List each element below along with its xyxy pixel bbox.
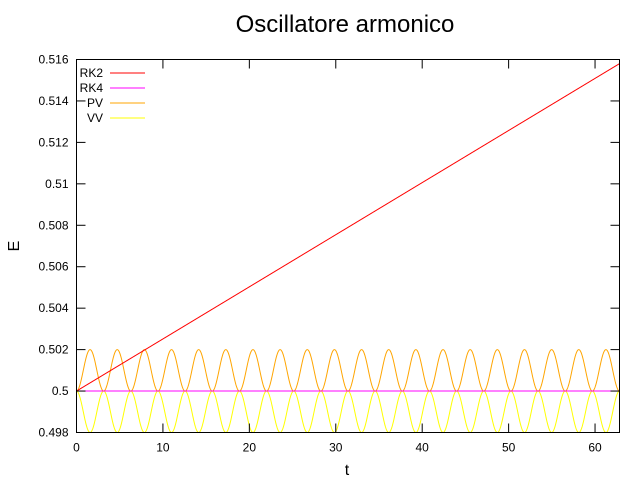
x-axis-label: t [345,462,350,479]
y-tick-label: 0.5 [52,384,69,398]
legend-label-rk2: RK2 [80,66,104,80]
axis-ticks: 0.498 0.5 0.502 0.504 0.506 0.508 0.51 0.512 0.5… [38,53,620,455]
legend-label-pv: PV [87,96,103,110]
chart-title: Oscillatore armonico [236,11,455,38]
legend-label-rk4: RK4 [80,81,104,95]
y-tick-label: 0.516 [38,53,68,67]
y-axis-label: E [6,241,23,252]
y-tick-label: 0.502 [38,343,68,357]
y-tick-label: 0.51 [45,177,69,191]
x-tick-label: 40 [416,441,430,455]
series-line-rk2 [76,63,620,392]
y-tick-label: 0.514 [38,94,68,108]
x-tick-label: 60 [588,441,602,455]
legend-label-vv: VV [87,111,103,125]
series-line-vv [76,390,620,433]
y-tick-label: 0.508 [38,218,68,232]
x-tick-label: 20 [243,441,257,455]
plot-area [76,63,620,433]
x-tick-label: 10 [156,441,170,455]
plot-frame [76,59,620,433]
x-tick-label: 30 [329,441,343,455]
y-tick-label: 0.498 [38,426,68,440]
series-line-pv [76,349,620,392]
x-tick-label: 50 [502,441,516,455]
y-tick-label: 0.506 [38,260,68,274]
x-tick-label: 0 [73,441,80,455]
y-tick-label: 0.504 [38,301,68,315]
y-tick-label: 0.512 [38,135,68,149]
